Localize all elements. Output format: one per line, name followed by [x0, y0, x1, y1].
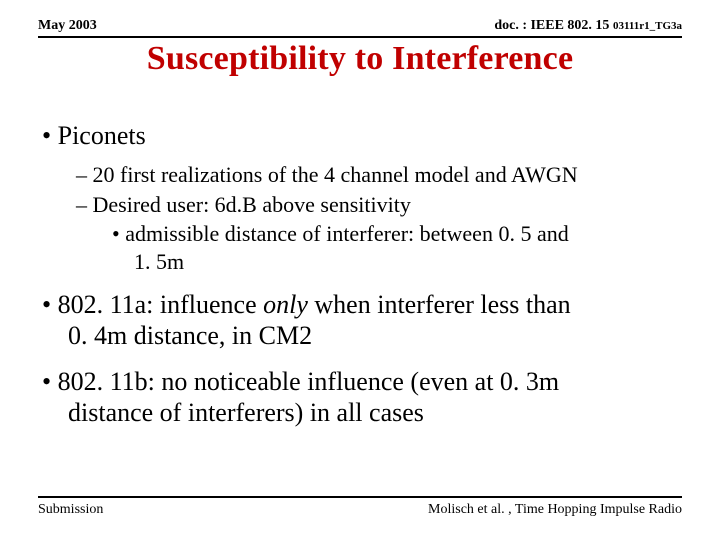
bullet-desired-user-text: Desired user: 6d.B above sensitivity	[93, 192, 411, 217]
bullet-80211b-line2: distance of interferers) in all cases	[42, 397, 682, 428]
bullet-desired-user: Desired user: 6d.B above sensitivity adm…	[76, 191, 682, 276]
bullet-80211a-part2: when interferer less than	[308, 290, 571, 319]
footer-left: Submission	[38, 502, 103, 518]
header-date: May 2003	[38, 18, 97, 34]
header-rule	[38, 36, 682, 38]
bullet-realizations: 20 first realizations of the 4 channel m…	[76, 161, 682, 189]
slide-title: Susceptibility to Interference	[38, 40, 682, 78]
slide: May 2003 doc. : IEEE 802. 15 03111r1_TG3…	[0, 0, 720, 540]
footer-rule	[38, 496, 682, 498]
footer: Submission Molisch et al. , Time Hopping…	[38, 496, 682, 518]
bullet-80211b: 802. 11b: no noticeable influence (even …	[42, 366, 682, 428]
bullet-80211a-line2: 0. 4m distance, in CM2	[42, 320, 682, 351]
bullet-piconets: Piconets 20 first realizations of the 4 …	[42, 120, 682, 275]
header: May 2003 doc. : IEEE 802. 15 03111r1_TG3…	[38, 18, 682, 34]
bullet-80211a: 802. 11a: influence only when interferer…	[42, 289, 682, 351]
content: Piconets 20 first realizations of the 4 …	[38, 120, 682, 428]
header-doc-tail: 03111r1_TG3a	[613, 20, 682, 32]
footer-right: Molisch et al. , Time Hopping Impulse Ra…	[428, 502, 682, 518]
bullet-admissible-distance-line1: admissible distance of interferer: betwe…	[125, 221, 569, 246]
bullet-80211a-part1: 802. 11a: influence	[58, 290, 264, 319]
bullet-admissible-distance-line2: 1. 5m	[112, 248, 682, 276]
bullet-80211a-only: only	[263, 290, 308, 319]
bullet-admissible-distance: admissible distance of interferer: betwe…	[112, 220, 682, 275]
bullet-80211b-line1: 802. 11b: no noticeable influence (even …	[58, 367, 560, 396]
bullet-piconets-text: Piconets	[58, 121, 146, 150]
header-doc-main: doc. : IEEE 802. 15	[494, 18, 613, 33]
header-doc: doc. : IEEE 802. 15 03111r1_TG3a	[494, 18, 682, 34]
